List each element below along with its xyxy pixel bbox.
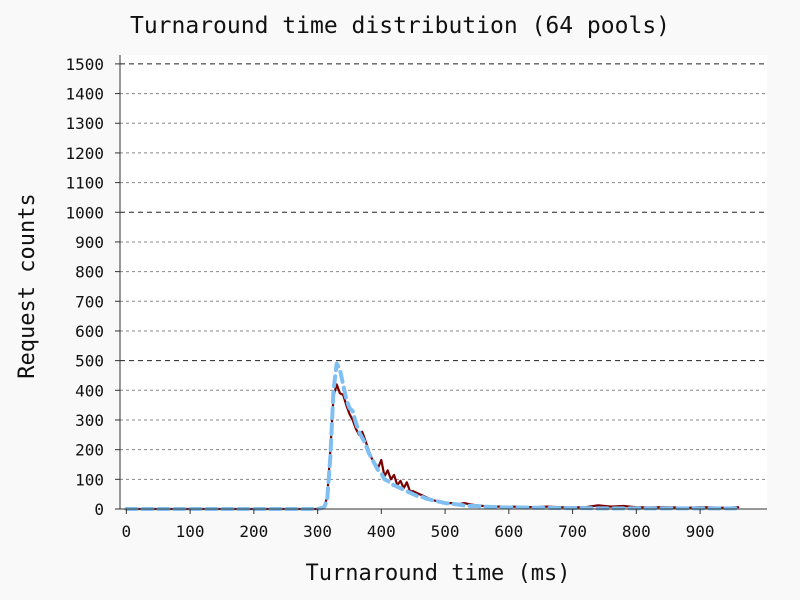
x-tick-label: 500	[431, 522, 460, 541]
plot-background	[120, 55, 767, 509]
x-tick-label: 600	[494, 522, 523, 541]
y-tick-label: 1100	[65, 174, 104, 193]
y-tick-label: 1400	[65, 85, 104, 104]
y-tick-label: 700	[75, 292, 104, 311]
series-group	[124, 361, 741, 511]
y-tick-label: 1300	[65, 114, 104, 133]
y-tick-label: 0	[94, 500, 104, 519]
x-tick-label: 300	[303, 522, 332, 541]
y-tick-label: 300	[75, 411, 104, 430]
y-tick-label: 200	[75, 441, 104, 460]
x-tick-label: 700	[558, 522, 587, 541]
y-tick-label: 100	[75, 470, 104, 489]
x-tick-label: 800	[622, 522, 651, 541]
series-line-2	[124, 361, 741, 511]
x-tick-label: 400	[367, 522, 396, 541]
y-tick-label: 900	[75, 233, 104, 252]
x-tick-label: 100	[176, 522, 205, 541]
axes	[119, 55, 767, 510]
x-axis-label: Turnaround time (ms)	[306, 561, 571, 586]
y-tick-label: 1000	[65, 203, 104, 222]
x-tick-label: 900	[686, 522, 715, 541]
x-tick-label: 0	[122, 522, 132, 541]
y-tick-label: 1500	[65, 55, 104, 74]
chart-title: Turnaround time distribution (64 pools)	[130, 13, 670, 39]
y-tick-label: 400	[75, 381, 104, 400]
y-tick-label: 800	[75, 263, 104, 282]
y-tick-label: 1200	[65, 144, 104, 163]
y-axis-label: Request counts	[15, 193, 40, 378]
ticks: 0100200300400500600700800900100011001200…	[65, 55, 714, 541]
y-tick-label: 500	[75, 352, 104, 371]
y-tick-label: 600	[75, 322, 104, 341]
x-tick-label: 200	[239, 522, 268, 541]
